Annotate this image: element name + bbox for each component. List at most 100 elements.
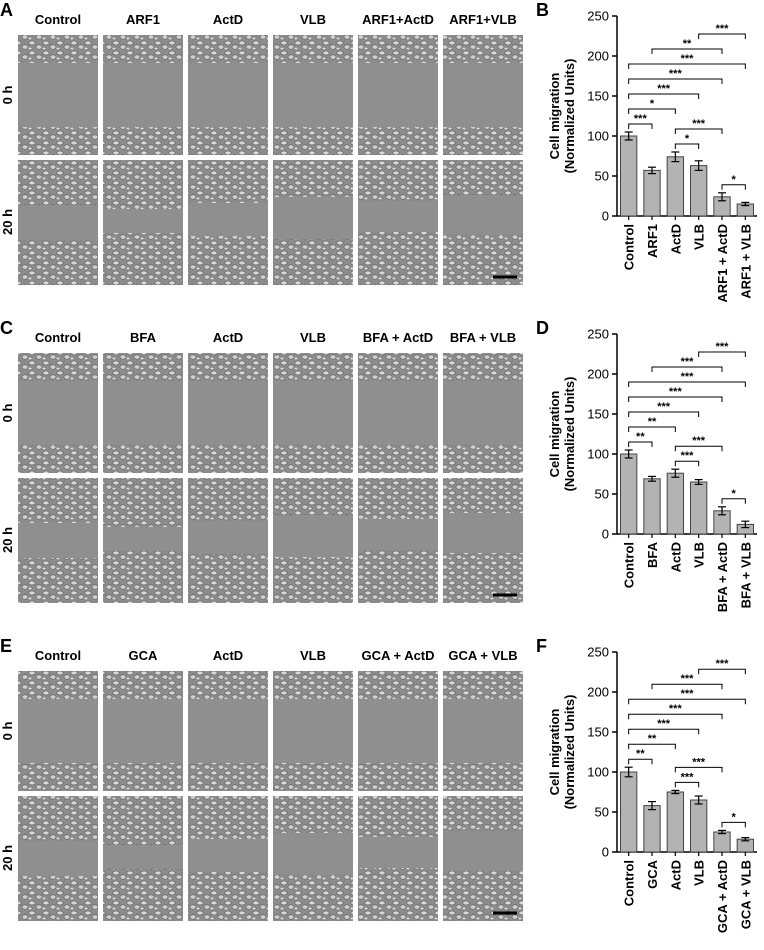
bar: [643, 169, 661, 217]
cell-layer-bottom: [18, 445, 98, 473]
y-tick-label: 250: [587, 327, 609, 342]
cell-layer-bottom: [18, 127, 98, 155]
y-tick-label: 0: [602, 209, 609, 224]
bar: [620, 453, 638, 535]
cell-layer-bottom: [188, 236, 268, 285]
cell-layer-bottom: [443, 445, 523, 473]
cell-layer-bottom: [103, 233, 183, 285]
cell-layer-top: [188, 160, 268, 203]
cell-layer-top: [273, 478, 353, 515]
significance-bracket: [628, 78, 723, 84]
significance-label: **: [683, 38, 692, 50]
error-bar: [671, 789, 680, 795]
x-tick-label: Control: [622, 860, 637, 906]
row-label: 0 h: [0, 86, 15, 105]
y-tick-label: 200: [587, 367, 609, 382]
bar: [690, 165, 708, 217]
x-tick-label: VLB: [692, 860, 707, 886]
panel-letter: F: [536, 636, 547, 656]
y-tick-label: 250: [587, 9, 609, 24]
cell-layer-top: [273, 35, 353, 63]
cell-layer-top: [273, 353, 353, 381]
error-bar: [694, 160, 703, 171]
cell-layer-top: [443, 160, 523, 195]
x-tick-label: ARF1 + VLB: [738, 224, 753, 299]
cell-layer-top: [188, 796, 268, 839]
row-label: 0 h: [0, 722, 15, 741]
y-axis-label: Cell migration: [547, 73, 562, 160]
y-tick-label: 0: [602, 845, 609, 860]
column-header: GCA + VLB: [448, 648, 517, 663]
y-tick-label: 50: [595, 805, 609, 820]
cell-layer-bottom: [273, 557, 353, 603]
significance-label: ***: [681, 53, 695, 65]
cell-layer-bottom: [188, 445, 268, 473]
significance-label: ***: [681, 371, 695, 383]
y-tick-label: 100: [587, 129, 609, 144]
column-header: ActD: [213, 330, 243, 345]
error-bar: [741, 520, 750, 529]
row-label: 0 h: [0, 404, 15, 423]
error-bar: [694, 479, 703, 485]
bar: [713, 831, 731, 853]
significance-bracket: [651, 48, 723, 54]
significance-bracket: [698, 33, 746, 39]
column-header: ARF1+VLB: [449, 12, 517, 27]
y-tick-label: 100: [587, 447, 609, 462]
cell-layer-top: [103, 796, 183, 845]
cell-layer-top: [358, 671, 438, 699]
bar: [690, 481, 708, 535]
y-tick-label: 50: [595, 169, 609, 184]
significance-bracket: [628, 411, 700, 417]
y-tick-label: 150: [587, 89, 609, 104]
column-header: BFA: [130, 330, 157, 345]
column-header: Control: [35, 330, 81, 345]
cell-layer-bottom: [443, 763, 523, 791]
y-tick-label: 150: [587, 407, 609, 422]
bar: [690, 799, 708, 853]
column-header: Control: [35, 648, 81, 663]
significance-bracket: [721, 821, 746, 828]
cell-layer-top: [358, 796, 438, 837]
column-header: ARF1: [126, 12, 160, 27]
significance-bracket: [628, 743, 676, 750]
significance-label: ***: [669, 703, 683, 715]
cell-layer-top: [103, 478, 183, 527]
significance-bracket: [628, 758, 653, 765]
error-bar: [624, 449, 633, 459]
cell-layer-top: [358, 160, 438, 201]
column-header: VLB: [300, 330, 326, 345]
bar: [666, 472, 685, 535]
error-bar: [741, 201, 750, 207]
cell-layer-top: [443, 671, 523, 699]
error-bar: [624, 131, 633, 141]
cell-layer-top: [18, 353, 98, 381]
y-tick-label: 0: [602, 527, 609, 542]
significance-label: ***: [669, 68, 683, 80]
y-axis-label: (Normalized Units): [562, 377, 577, 492]
cell-layer-top: [358, 478, 438, 519]
significance-bracket: [628, 426, 676, 432]
significance-bracket: [628, 441, 653, 447]
significance-label: *: [732, 488, 737, 500]
column-header: GCA: [129, 648, 159, 663]
significance-label: **: [636, 431, 645, 443]
cell-layer-top: [273, 671, 353, 699]
cell-layer-bottom: [443, 127, 523, 155]
significance-bracket: [628, 63, 746, 69]
cell-layer-bottom: [188, 554, 268, 603]
y-axis-label: (Normalized Units): [562, 695, 577, 810]
significance-label: ***: [681, 673, 695, 685]
cell-layer-bottom: [358, 763, 438, 791]
y-tick-label: 250: [587, 645, 609, 660]
cell-layer-bottom: [188, 763, 268, 791]
significance-label: ***: [681, 771, 695, 783]
significance-bracket: [674, 445, 723, 452]
bar: [643, 478, 661, 535]
cell-layer-top: [18, 796, 98, 841]
cell-layer-bottom: [103, 127, 183, 155]
cell-layer-bottom: [103, 551, 183, 603]
cell-layer-bottom: [273, 127, 353, 155]
column-header: VLB: [300, 12, 326, 27]
